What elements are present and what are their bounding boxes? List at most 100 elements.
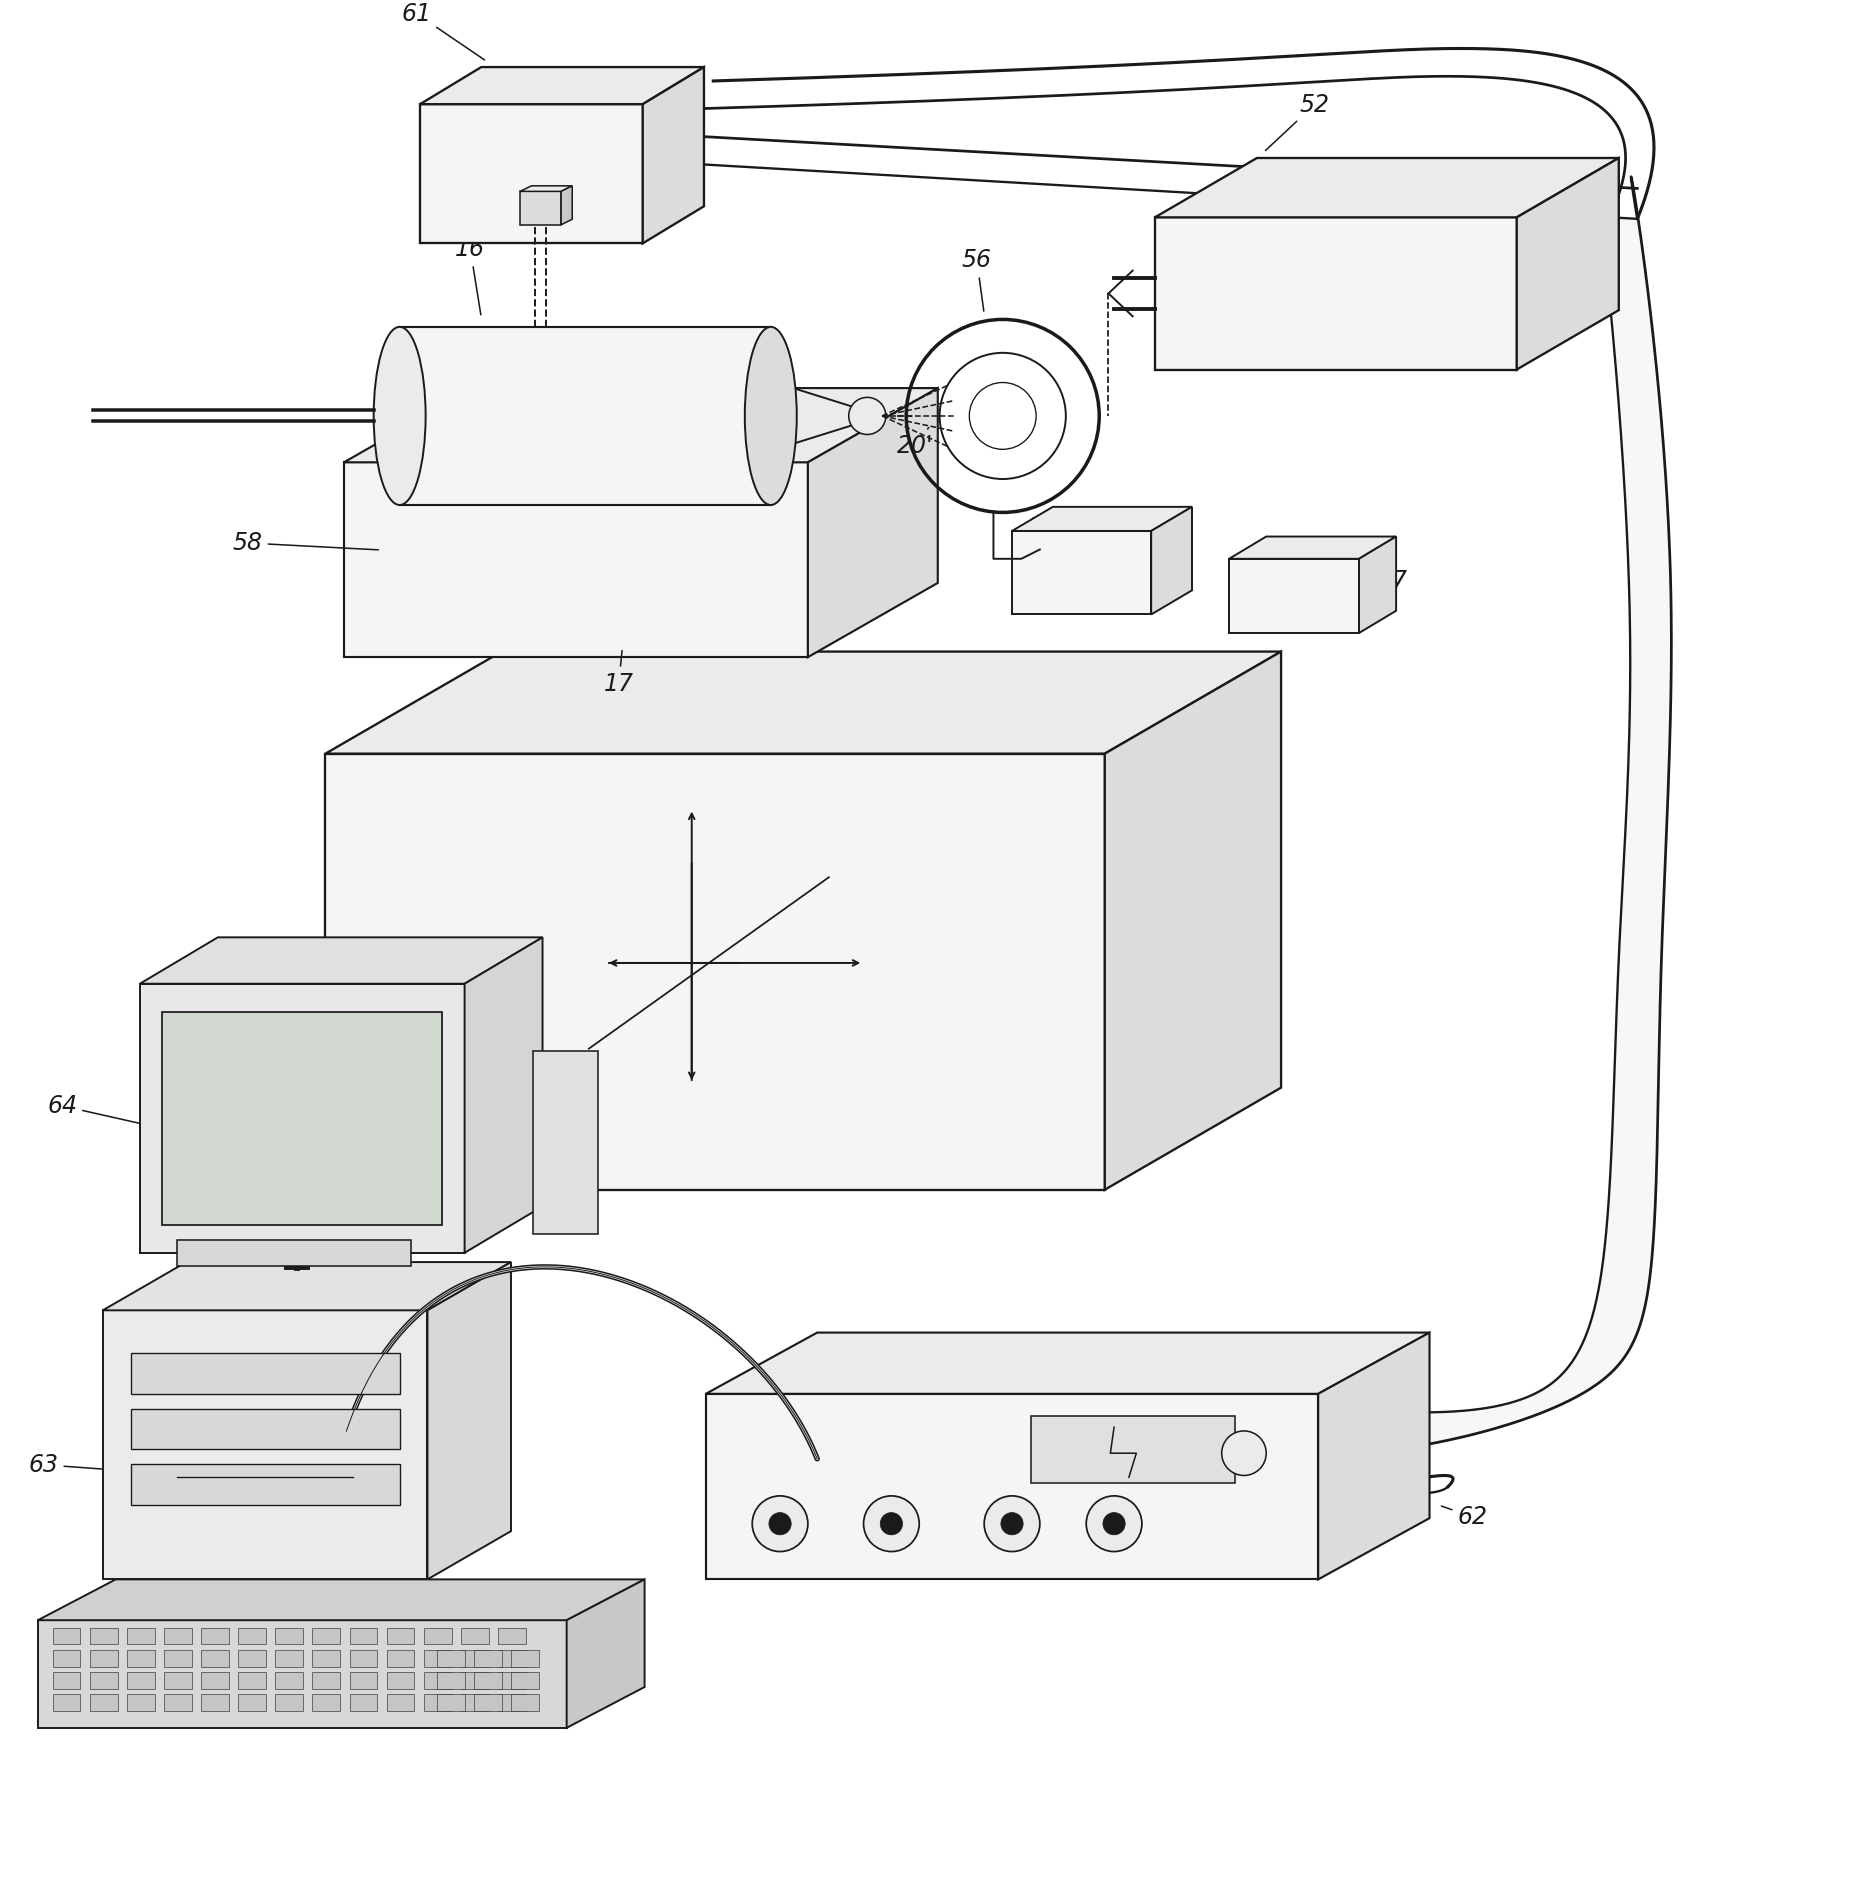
Polygon shape <box>420 67 704 105</box>
Text: 58: 58 <box>232 531 379 555</box>
Polygon shape <box>436 1695 464 1712</box>
Polygon shape <box>163 1628 191 1645</box>
Polygon shape <box>533 1052 598 1234</box>
Polygon shape <box>312 1649 340 1666</box>
Polygon shape <box>643 67 704 243</box>
Polygon shape <box>139 938 542 983</box>
Polygon shape <box>89 1672 117 1689</box>
Polygon shape <box>520 192 561 224</box>
Polygon shape <box>498 1672 526 1689</box>
Polygon shape <box>511 1695 539 1712</box>
Polygon shape <box>238 1695 266 1712</box>
Polygon shape <box>1517 158 1619 369</box>
Polygon shape <box>312 1672 340 1689</box>
Polygon shape <box>139 983 464 1253</box>
Polygon shape <box>808 388 938 658</box>
Polygon shape <box>344 388 938 462</box>
Polygon shape <box>511 1672 539 1689</box>
Polygon shape <box>312 1628 340 1645</box>
Polygon shape <box>423 1628 451 1645</box>
Polygon shape <box>126 1695 154 1712</box>
Polygon shape <box>37 1579 644 1621</box>
Polygon shape <box>436 1672 464 1689</box>
Text: 59: 59 <box>344 1082 518 1162</box>
Polygon shape <box>126 1672 154 1689</box>
Text: 63: 63 <box>28 1453 137 1476</box>
Text: 57: 57 <box>1378 569 1408 593</box>
Polygon shape <box>1318 1333 1430 1579</box>
Polygon shape <box>1229 536 1396 559</box>
Polygon shape <box>386 1649 414 1666</box>
Polygon shape <box>461 1695 488 1712</box>
Polygon shape <box>325 753 1105 1191</box>
Polygon shape <box>423 1695 451 1712</box>
Polygon shape <box>349 1695 377 1712</box>
Polygon shape <box>52 1649 80 1666</box>
Polygon shape <box>275 1695 303 1712</box>
Polygon shape <box>1359 536 1396 633</box>
Text: 16: 16 <box>455 238 485 316</box>
Polygon shape <box>1151 506 1192 614</box>
Polygon shape <box>561 186 572 224</box>
Polygon shape <box>474 1695 501 1712</box>
Polygon shape <box>1031 1417 1235 1484</box>
Ellipse shape <box>373 327 425 506</box>
Circle shape <box>1103 1512 1125 1535</box>
Polygon shape <box>102 1263 511 1310</box>
Polygon shape <box>1105 652 1281 1191</box>
Circle shape <box>864 1495 919 1552</box>
Polygon shape <box>498 1628 526 1645</box>
Text: 17: 17 <box>604 650 633 696</box>
Text: 20': 20' <box>897 428 934 458</box>
Polygon shape <box>89 1695 117 1712</box>
Text: 52: 52 <box>1265 93 1330 150</box>
Polygon shape <box>325 652 1281 753</box>
Ellipse shape <box>745 327 797 506</box>
Polygon shape <box>275 1649 303 1666</box>
Text: 61: 61 <box>401 2 485 61</box>
Circle shape <box>769 1512 791 1535</box>
Polygon shape <box>275 1672 303 1689</box>
Polygon shape <box>1012 531 1151 614</box>
Polygon shape <box>386 1628 414 1645</box>
Polygon shape <box>163 1695 191 1712</box>
Polygon shape <box>423 1649 451 1666</box>
Polygon shape <box>1229 559 1359 633</box>
Polygon shape <box>566 1579 644 1727</box>
Polygon shape <box>238 1672 266 1689</box>
Polygon shape <box>520 186 572 192</box>
Polygon shape <box>89 1628 117 1645</box>
Polygon shape <box>176 1240 410 1267</box>
Polygon shape <box>464 938 542 1253</box>
Polygon shape <box>474 1672 501 1689</box>
Polygon shape <box>498 1695 526 1712</box>
Polygon shape <box>386 1672 414 1689</box>
Polygon shape <box>37 1621 566 1727</box>
Polygon shape <box>201 1672 228 1689</box>
Polygon shape <box>238 1628 266 1645</box>
Polygon shape <box>461 1628 488 1645</box>
Polygon shape <box>201 1628 228 1645</box>
Circle shape <box>752 1495 808 1552</box>
Polygon shape <box>511 1649 539 1666</box>
Polygon shape <box>201 1649 228 1666</box>
Polygon shape <box>349 1649 377 1666</box>
Polygon shape <box>163 1649 191 1666</box>
Polygon shape <box>461 1649 488 1666</box>
Text: 62: 62 <box>1441 1504 1487 1529</box>
Polygon shape <box>130 1352 399 1394</box>
Polygon shape <box>52 1695 80 1712</box>
Text: 64: 64 <box>46 1094 175 1132</box>
Polygon shape <box>130 1409 399 1449</box>
Polygon shape <box>386 1695 414 1712</box>
Polygon shape <box>420 105 643 243</box>
Polygon shape <box>1155 217 1517 369</box>
Polygon shape <box>706 1333 1430 1394</box>
Polygon shape <box>498 1649 526 1666</box>
Polygon shape <box>312 1695 340 1712</box>
Circle shape <box>1086 1495 1142 1552</box>
Polygon shape <box>201 1695 228 1712</box>
Polygon shape <box>238 1649 266 1666</box>
Circle shape <box>880 1512 903 1535</box>
Polygon shape <box>89 1649 117 1666</box>
